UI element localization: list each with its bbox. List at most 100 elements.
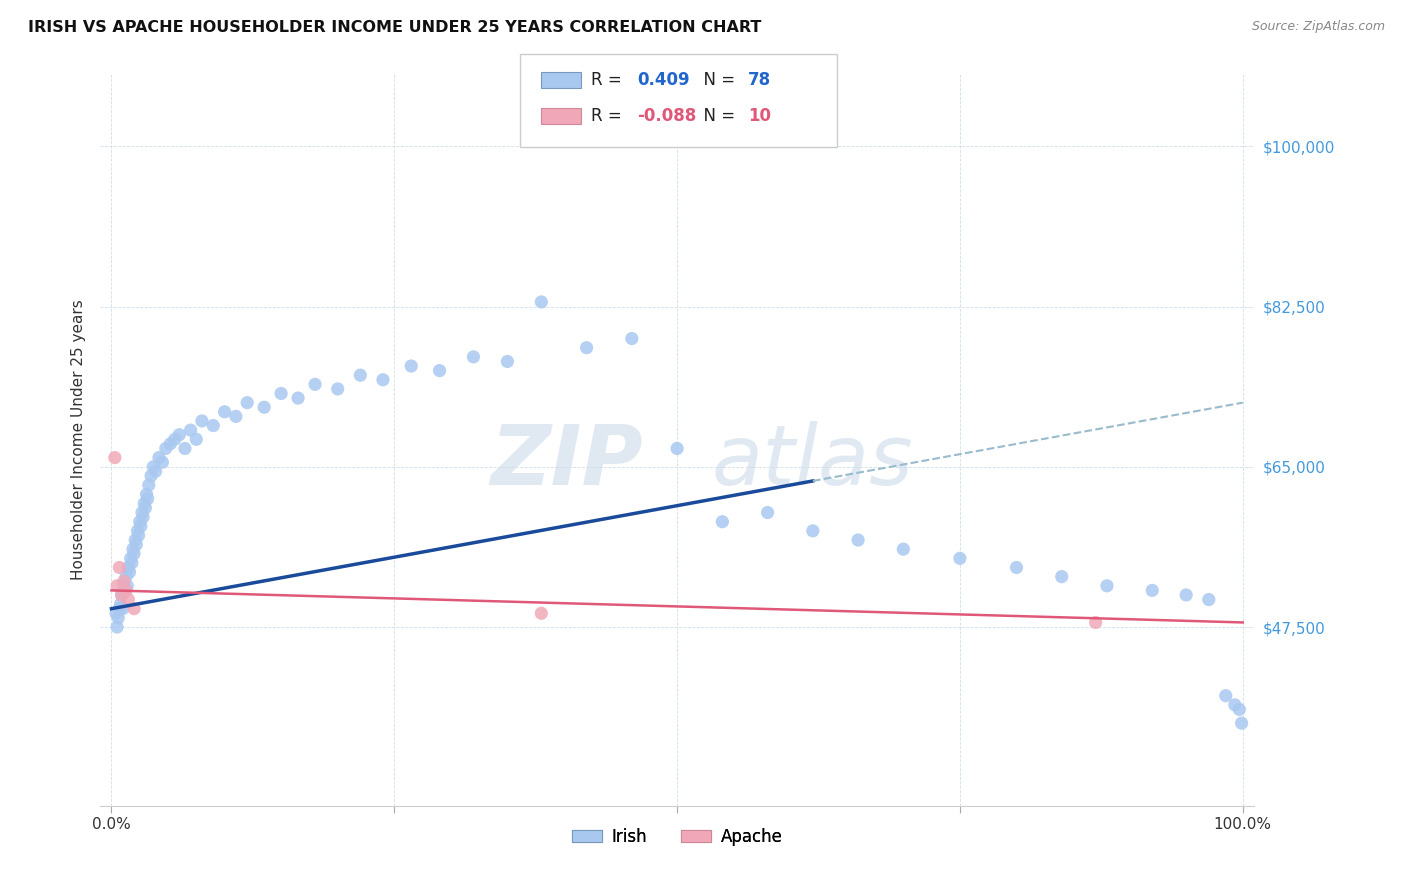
Point — [801, 524, 824, 538]
Point — [225, 409, 247, 424]
Point — [150, 455, 173, 469]
Point — [429, 363, 451, 377]
Point — [134, 500, 156, 515]
Point — [108, 601, 131, 615]
Point — [107, 611, 129, 625]
Point — [159, 437, 181, 451]
Point — [155, 442, 177, 456]
Text: IRISH VS APACHE HOUSEHOLDER INCOME UNDER 25 YEARS CORRELATION CHART: IRISH VS APACHE HOUSEHOLDER INCOME UNDER… — [28, 20, 762, 35]
Point — [1223, 698, 1246, 712]
Point — [371, 373, 394, 387]
Point — [253, 401, 276, 415]
Point — [496, 354, 519, 368]
Point — [138, 478, 160, 492]
Text: 78: 78 — [748, 71, 770, 89]
Point — [111, 601, 134, 615]
Point — [1050, 569, 1073, 583]
Point — [1084, 615, 1107, 630]
Point — [236, 395, 259, 409]
Point — [891, 542, 914, 557]
Point — [122, 601, 145, 615]
Point — [349, 368, 371, 383]
Point — [128, 528, 150, 542]
Point — [134, 496, 156, 510]
Point — [135, 487, 157, 501]
Point — [214, 405, 236, 419]
Point — [530, 607, 553, 621]
Point — [108, 560, 131, 574]
Point — [124, 533, 146, 547]
Point — [115, 569, 138, 583]
Point — [1227, 702, 1250, 716]
Point — [131, 506, 153, 520]
Point — [118, 565, 141, 579]
Point — [110, 597, 132, 611]
Point — [111, 588, 134, 602]
Point — [120, 551, 142, 566]
Text: R =: R = — [591, 107, 627, 125]
Point — [756, 506, 779, 520]
Text: N =: N = — [693, 71, 741, 89]
Point — [111, 588, 134, 602]
Point — [139, 469, 162, 483]
Text: 0.409: 0.409 — [637, 71, 689, 89]
Point — [104, 450, 127, 465]
Text: atlas: atlas — [711, 421, 914, 502]
Point — [1230, 716, 1253, 731]
Point — [112, 579, 135, 593]
Point — [304, 377, 326, 392]
Point — [174, 442, 197, 456]
Point — [105, 620, 128, 634]
Y-axis label: Householder Income Under 25 years: Householder Income Under 25 years — [72, 299, 86, 580]
Point — [145, 464, 167, 478]
Point — [463, 350, 485, 364]
Legend: Irish, Apache: Irish, Apache — [565, 821, 789, 852]
Point — [121, 556, 143, 570]
Point — [148, 450, 170, 465]
Point — [122, 542, 145, 557]
Point — [1175, 588, 1198, 602]
Point — [191, 414, 214, 428]
Text: ZIP: ZIP — [489, 421, 643, 502]
Point — [163, 432, 186, 446]
Point — [180, 423, 202, 437]
Point — [949, 551, 972, 566]
Text: R =: R = — [591, 71, 627, 89]
Point — [129, 519, 152, 533]
Point — [114, 583, 136, 598]
Text: -0.088: -0.088 — [637, 107, 696, 125]
Point — [287, 391, 309, 405]
Point — [202, 418, 225, 433]
Point — [575, 341, 598, 355]
Point — [530, 294, 553, 309]
Point — [399, 359, 422, 373]
Point — [105, 579, 128, 593]
Text: Source: ZipAtlas.com: Source: ZipAtlas.com — [1251, 20, 1385, 33]
Point — [112, 574, 135, 589]
Point — [326, 382, 349, 396]
Point — [125, 538, 148, 552]
Point — [104, 607, 127, 621]
Point — [1095, 579, 1118, 593]
Text: 10: 10 — [748, 107, 770, 125]
Point — [142, 459, 165, 474]
Text: N =: N = — [693, 107, 741, 125]
Point — [127, 524, 149, 538]
Point — [128, 515, 150, 529]
Point — [122, 547, 145, 561]
Point — [136, 491, 159, 506]
Point — [620, 332, 643, 346]
Point — [186, 432, 208, 446]
Point — [270, 386, 292, 401]
Point — [1198, 592, 1220, 607]
Point — [117, 560, 139, 574]
Point — [1005, 560, 1028, 574]
Point — [666, 442, 689, 456]
Point — [117, 579, 139, 593]
Point — [1215, 689, 1237, 703]
Point — [117, 592, 139, 607]
Point — [846, 533, 869, 547]
Point — [711, 515, 734, 529]
Point — [132, 510, 155, 524]
Point — [115, 583, 138, 598]
